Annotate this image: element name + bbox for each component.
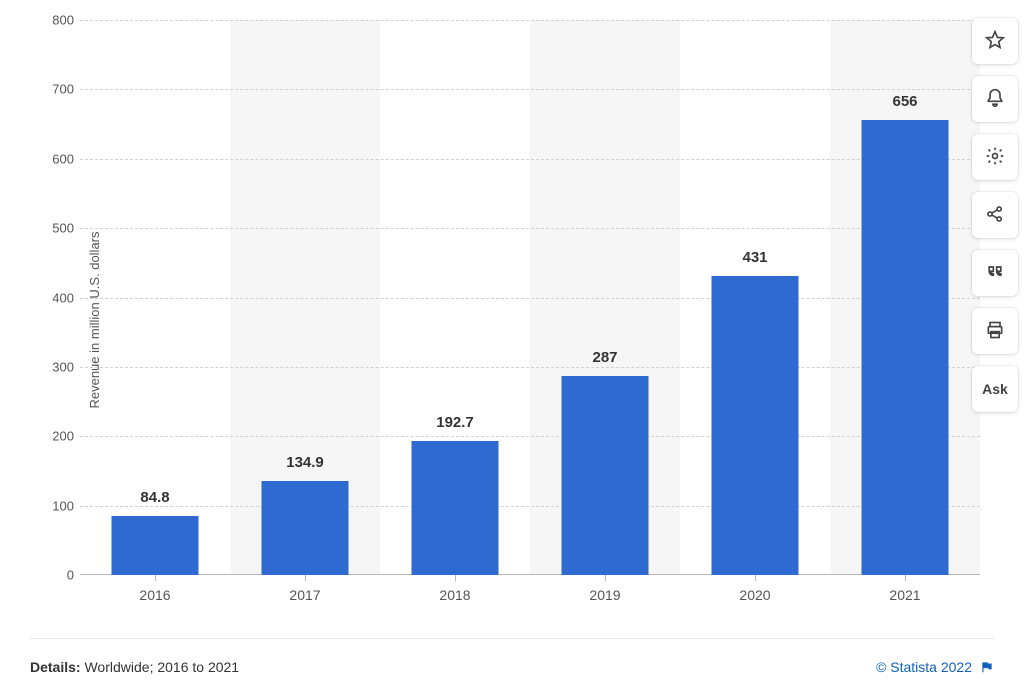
- y-tick-label: 700: [30, 82, 74, 97]
- plot-area: 010020030040050060070080084.82016134.920…: [80, 20, 980, 575]
- gear-button[interactable]: [972, 134, 1018, 180]
- bar[interactable]: [262, 481, 349, 575]
- bar-slot: 6562021: [830, 20, 980, 575]
- footer-details: Details: Worldwide; 2016 to 2021: [30, 659, 239, 675]
- print-button[interactable]: [972, 308, 1018, 354]
- bar[interactable]: [712, 276, 799, 575]
- x-tick-mark: [305, 575, 306, 581]
- details-label: Details:: [30, 659, 81, 675]
- bar[interactable]: [112, 516, 199, 575]
- x-tick-mark: [155, 575, 156, 581]
- y-tick-label: 300: [30, 359, 74, 374]
- x-tick-label: 2019: [589, 587, 620, 603]
- y-tick-label: 100: [30, 498, 74, 513]
- bar[interactable]: [562, 376, 649, 575]
- x-tick-mark: [455, 575, 456, 581]
- bar-value-label: 656: [892, 93, 917, 110]
- x-tick-label: 2016: [139, 587, 170, 603]
- ask-button[interactable]: Ask: [972, 366, 1018, 412]
- x-tick-mark: [605, 575, 606, 581]
- copyright-text: © Statista 2022: [876, 659, 972, 675]
- bar-value-label: 84.8: [140, 489, 169, 506]
- bar-value-label: 431: [742, 249, 767, 266]
- y-tick-label: 600: [30, 151, 74, 166]
- x-tick-label: 2020: [739, 587, 770, 603]
- footer-copyright[interactable]: © Statista 2022: [876, 659, 994, 675]
- star-icon: [985, 30, 1005, 53]
- star-button[interactable]: [972, 18, 1018, 64]
- bell-icon: [985, 88, 1005, 111]
- details-text: Worldwide; 2016 to 2021: [84, 659, 239, 675]
- footer: Details: Worldwide; 2016 to 2021 © Stati…: [30, 649, 994, 675]
- bar-slot: 4312020: [680, 20, 830, 575]
- bar[interactable]: [862, 120, 949, 575]
- quote-icon: [985, 262, 1005, 285]
- share-button[interactable]: [972, 192, 1018, 238]
- gear-icon: [985, 146, 1005, 169]
- footer-divider: [30, 638, 994, 639]
- x-tick-label: 2017: [289, 587, 320, 603]
- bell-button[interactable]: [972, 76, 1018, 122]
- flag-icon[interactable]: [980, 660, 994, 674]
- bar-value-label: 192.7: [436, 414, 474, 431]
- chart-area: Revenue in million U.S. dollars 01002003…: [0, 0, 1024, 640]
- bar-value-label: 287: [592, 349, 617, 366]
- y-tick-label: 800: [30, 13, 74, 28]
- y-tick-label: 400: [30, 290, 74, 305]
- x-tick-label: 2021: [889, 587, 920, 603]
- y-tick-label: 0: [30, 568, 74, 583]
- quote-button[interactable]: [972, 250, 1018, 296]
- bar-slot: 2872019: [530, 20, 680, 575]
- bar-slot: 84.82016: [80, 20, 230, 575]
- x-tick-mark: [905, 575, 906, 581]
- side-toolbar: Ask: [972, 18, 1018, 412]
- print-icon: [985, 320, 1005, 343]
- bar[interactable]: [412, 441, 499, 575]
- bar-slot: 134.92017: [230, 20, 380, 575]
- bar-value-label: 134.9: [286, 454, 324, 471]
- y-tick-label: 500: [30, 221, 74, 236]
- y-tick-label: 200: [30, 429, 74, 444]
- x-tick-label: 2018: [439, 587, 470, 603]
- bar-slot: 192.72018: [380, 20, 530, 575]
- x-tick-mark: [755, 575, 756, 581]
- share-icon: [985, 204, 1005, 227]
